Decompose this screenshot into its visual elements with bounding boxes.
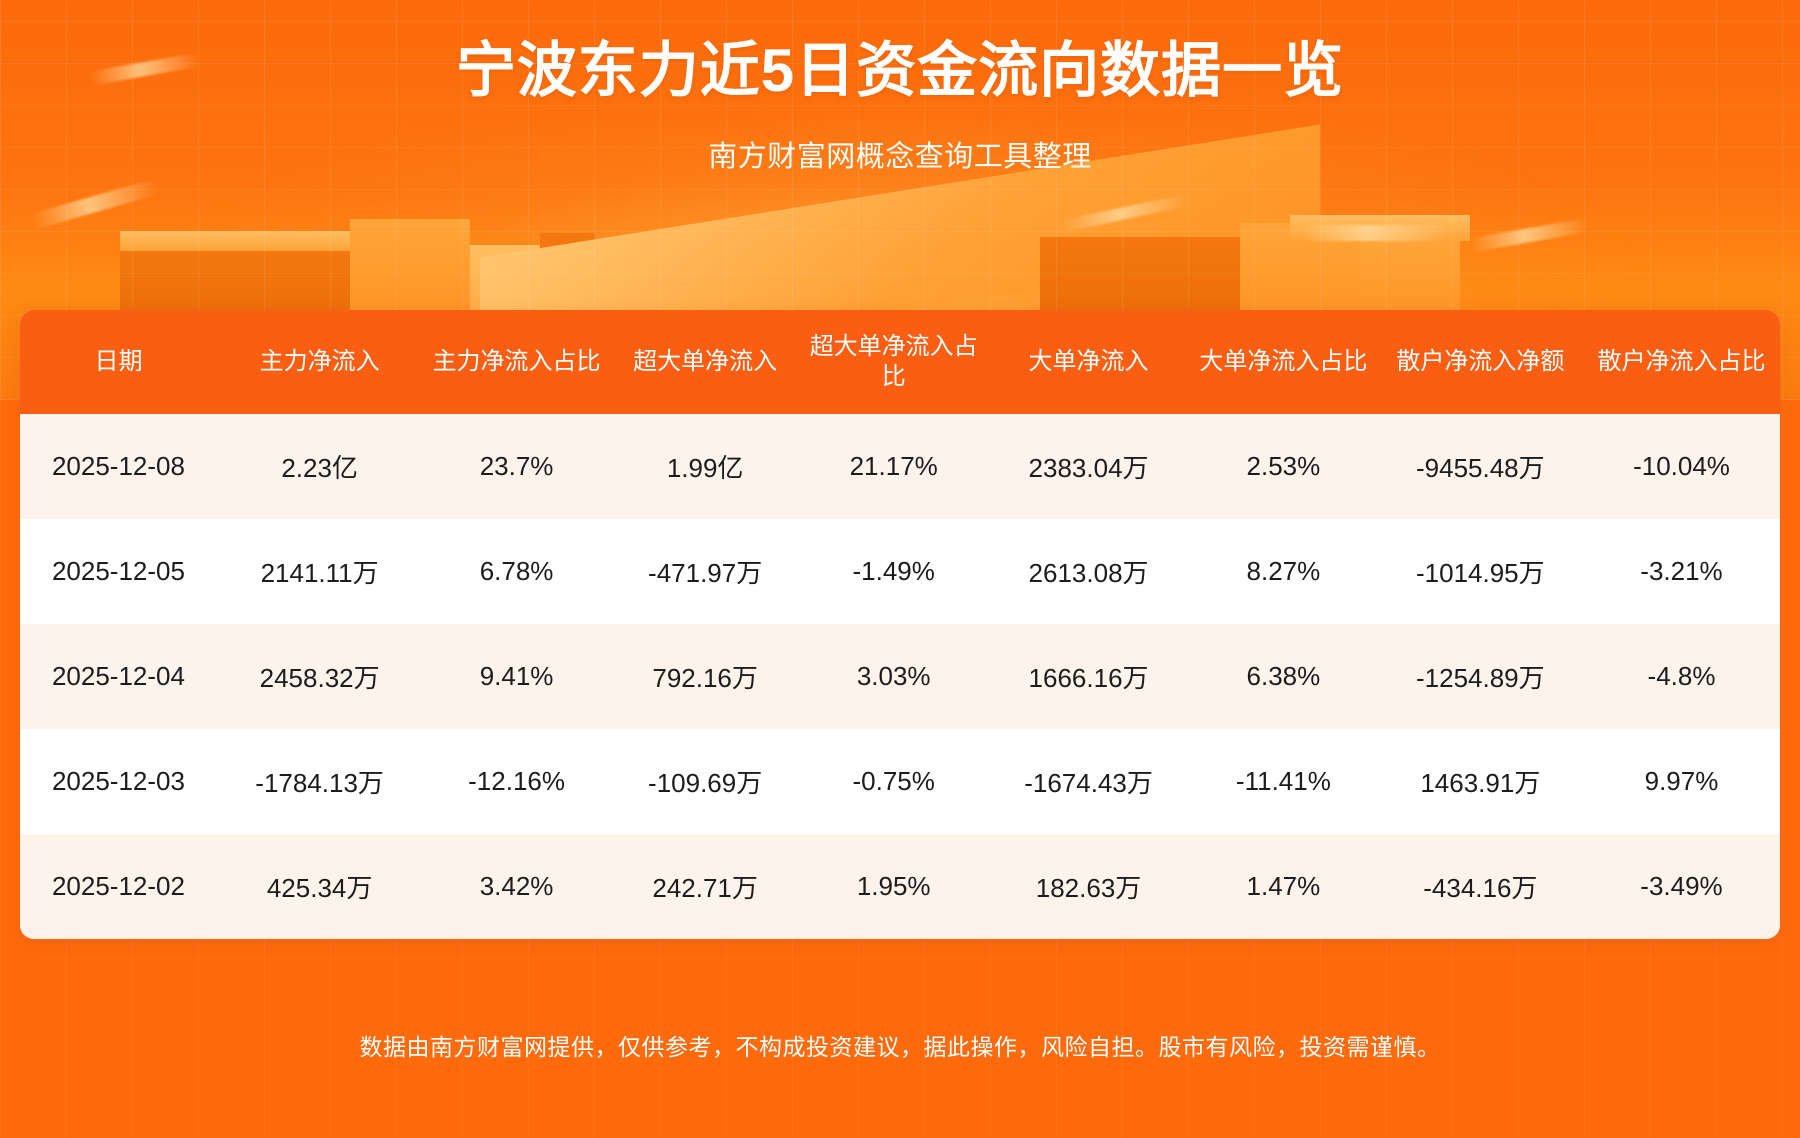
table-row: 2025-12-04 2458.32万 9.41% 792.16万 3.03% … xyxy=(20,624,1780,729)
cell-xl-net: -109.69万 xyxy=(648,768,763,798)
cell-lg-pct: 2.53% xyxy=(1246,451,1321,481)
cell-main-pct: 3.42% xyxy=(479,871,554,901)
cell-xl-pct: 3.03% xyxy=(856,661,931,691)
page-title: 宁波东力近5日资金流向数据一览 xyxy=(455,37,1345,104)
table-body: 2025-12-08 2.23亿 23.7% 1.99亿 21.17% 2383… xyxy=(20,414,1780,939)
column-header-lg-net: 大单净流入 xyxy=(987,310,1190,414)
cell-date: 2025-12-05 xyxy=(51,556,185,586)
cell-date: 2025-12-04 xyxy=(51,661,185,691)
cell-retail-pct: -3.49% xyxy=(1640,871,1723,901)
cell-retail-net: -9455.48万 xyxy=(1416,453,1545,483)
column-header-retail-net: 散户净流入净额 xyxy=(1377,310,1583,414)
column-header-main-net: 主力净流入 xyxy=(216,310,423,414)
column-header-xl-pct: 超大单净流入占比 xyxy=(799,310,988,414)
cell-retail-net: -434.16万 xyxy=(1423,873,1538,903)
cell-main-pct: -12.16% xyxy=(468,766,565,796)
cell-xl-pct: 1.95% xyxy=(856,871,931,901)
column-header-xl-net: 超大单净流入 xyxy=(610,310,800,414)
title-block: 宁波东力近5日资金流向数据一览 南方财富网概念查询工具整理 xyxy=(0,36,1800,175)
column-header-lg-pct: 大单净流入占比 xyxy=(1189,310,1378,414)
column-header-retail-pct: 散户净流入占比 xyxy=(1583,310,1780,414)
cell-retail-net: 1463.91万 xyxy=(1420,768,1541,798)
table-row: 2025-12-05 2141.11万 6.78% -471.97万 -1.49… xyxy=(20,519,1780,624)
cell-retail-net: -1014.95万 xyxy=(1416,558,1545,588)
cell-main-net: 425.34万 xyxy=(266,873,373,903)
cell-lg-pct: 1.47% xyxy=(1246,871,1321,901)
cell-retail-net: -1254.89万 xyxy=(1416,663,1545,693)
table-row: 2025-12-08 2.23亿 23.7% 1.99亿 21.17% 2383… xyxy=(20,414,1780,519)
cell-main-net: -1784.13万 xyxy=(255,768,384,798)
cell-retail-pct: 9.97% xyxy=(1644,766,1719,796)
cell-date: 2025-12-02 xyxy=(51,871,185,901)
cell-xl-net: 1.99亿 xyxy=(666,453,744,483)
table-header-row: 日期 主力净流入 主力净流入占比 超大单净流入 超大单净流入占比 大单净流入 大… xyxy=(20,310,1780,414)
cell-lg-net: -1674.43万 xyxy=(1024,768,1153,798)
cell-lg-pct: 8.27% xyxy=(1246,556,1321,586)
table-row: 2025-12-02 425.34万 3.42% 242.71万 1.95% 1… xyxy=(20,834,1780,939)
cell-xl-net: 242.71万 xyxy=(652,873,758,903)
disclaimer-footer: 数据由南方财富网提供，仅供参考，不构成投资建议，据此操作，风险自担。股市有风险，… xyxy=(359,1034,1441,1060)
table-row: 2025-12-03 -1784.13万 -12.16% -109.69万 -0… xyxy=(20,729,1780,834)
cell-retail-pct: -4.8% xyxy=(1647,661,1716,691)
data-table-card: 南方财富网 outhmoney.com 日期 主力净流入 主力净流入占比 超大单… xyxy=(20,310,1780,939)
page-subtitle: 南方财富网概念查询工具整理 xyxy=(708,141,1092,173)
cell-xl-pct: 21.17% xyxy=(849,451,938,481)
cell-date: 2025-12-08 xyxy=(51,451,185,481)
column-header-main-pct: 主力净流入占比 xyxy=(422,310,611,414)
cell-xl-net: -471.97万 xyxy=(648,558,763,588)
cell-xl-pct: -1.49% xyxy=(852,556,935,586)
cell-lg-net: 1666.16万 xyxy=(1028,663,1149,693)
cell-lg-pct: 6.38% xyxy=(1246,661,1321,691)
fund-flow-table: 日期 主力净流入 主力净流入占比 超大单净流入 超大单净流入占比 大单净流入 大… xyxy=(20,310,1780,939)
cell-main-pct: 6.78% xyxy=(479,556,554,586)
cell-xl-net: 792.16万 xyxy=(652,663,758,693)
cell-main-net: 2.23亿 xyxy=(281,453,358,483)
cell-lg-net: 182.63万 xyxy=(1035,873,1142,903)
cell-main-pct: 9.41% xyxy=(479,661,554,691)
cell-retail-pct: -3.21% xyxy=(1640,556,1723,586)
cell-date: 2025-12-03 xyxy=(51,766,185,796)
cell-main-net: 2141.11万 xyxy=(260,558,379,588)
cell-lg-pct: -11.41% xyxy=(1235,766,1331,796)
cell-xl-pct: -0.75% xyxy=(852,766,935,796)
cell-lg-net: 2383.04万 xyxy=(1028,453,1149,483)
cell-main-pct: 23.7% xyxy=(479,451,554,481)
column-header-date: 日期 xyxy=(20,310,217,414)
cell-lg-net: 2613.08万 xyxy=(1028,558,1149,588)
cell-main-net: 2458.32万 xyxy=(259,663,380,693)
table-header: 日期 主力净流入 主力净流入占比 超大单净流入 超大单净流入占比 大单净流入 大… xyxy=(20,310,1780,414)
cell-retail-pct: -10.04% xyxy=(1633,451,1730,481)
